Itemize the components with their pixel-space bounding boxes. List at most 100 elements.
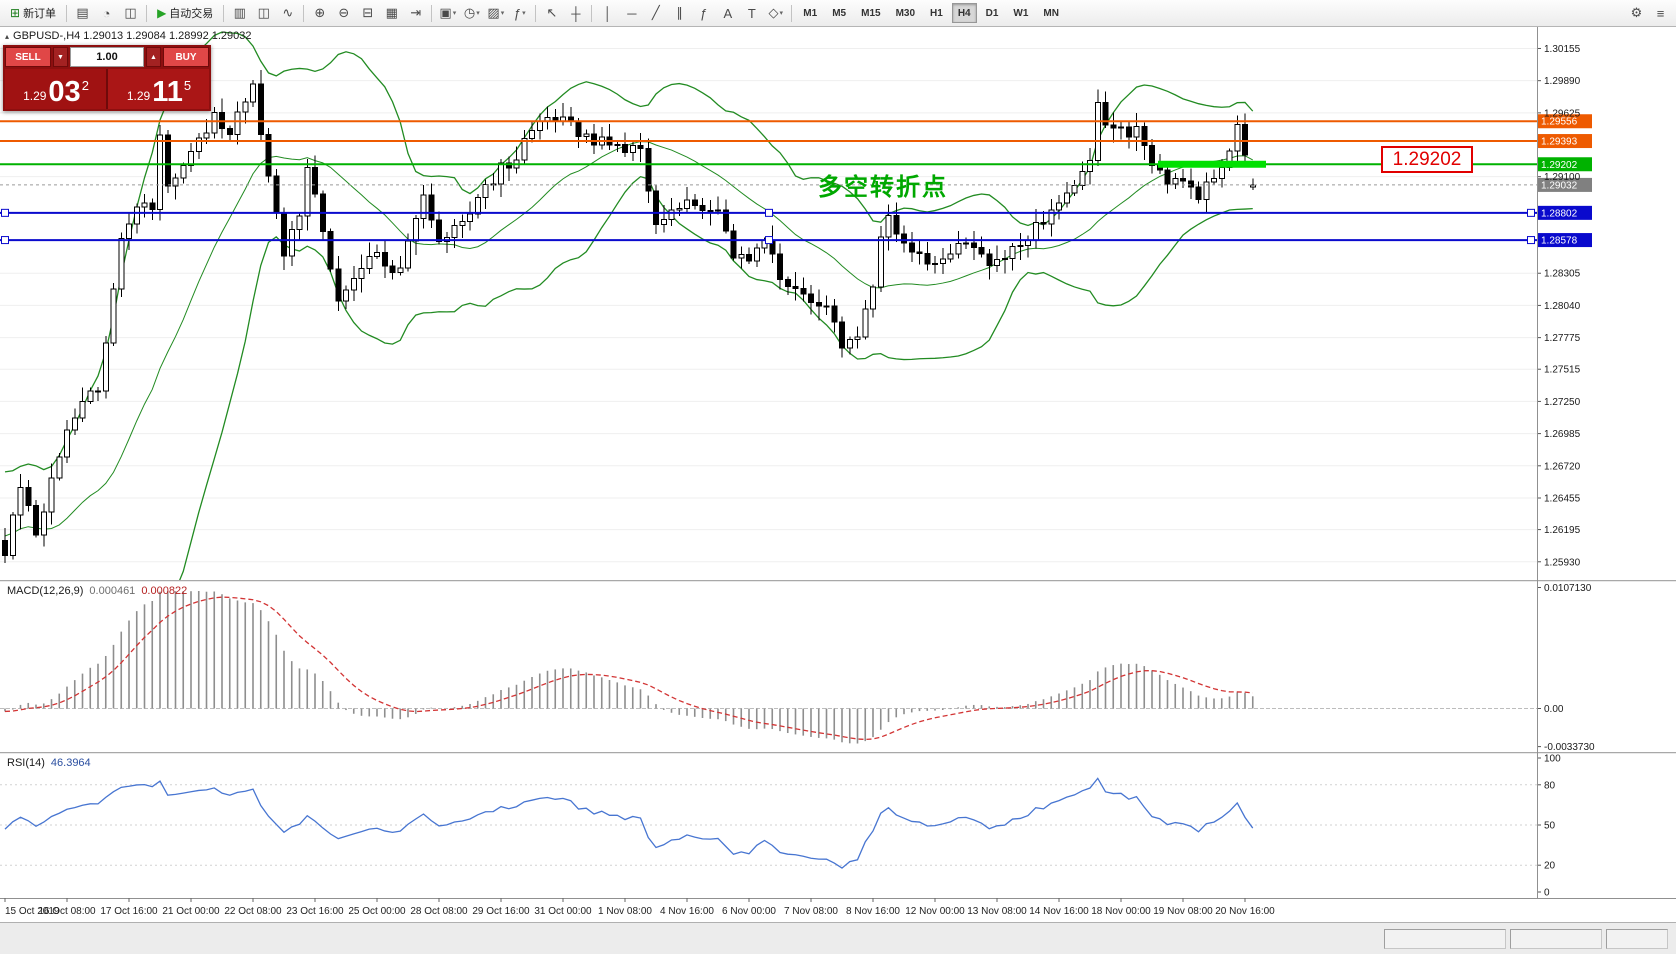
fibonacci-icon[interactable]: ƒ xyxy=(700,5,708,21)
timeframe-m5[interactable]: M5 xyxy=(832,7,847,19)
price-axis-tick: 1.26455 xyxy=(1544,493,1581,504)
price-axis-tick: 1.26195 xyxy=(1544,525,1581,536)
toolbar-separator xyxy=(66,4,68,22)
line-handle[interactable] xyxy=(1,236,9,245)
tile-windows-icon[interactable]: ⊟ xyxy=(362,5,374,20)
dropdown-icon[interactable]: ▾ xyxy=(476,10,480,17)
shapes-icon[interactable]: ◇ ▾ xyxy=(768,5,784,20)
sell-price-big: 03 xyxy=(48,75,81,108)
macd-plot xyxy=(0,591,1537,744)
time-axis-label: 4 Nov 16:00 xyxy=(660,906,714,917)
dropdown-icon[interactable]: ▾ xyxy=(522,10,526,17)
crosshair-icon[interactable]: ┼ xyxy=(571,5,581,21)
time-axis-label: 25 Oct 00:00 xyxy=(348,906,406,917)
market-watch-icon[interactable]: ◔ xyxy=(102,5,111,21)
time-axis-label: 15 Oct 2019 xyxy=(5,906,60,917)
sell-button[interactable]: SELL xyxy=(5,47,51,67)
zoom-out-icon[interactable]: ⊖ xyxy=(338,5,350,20)
indicators-icon[interactable]: ƒ ▾ xyxy=(513,5,526,21)
label-icon[interactable]: T xyxy=(747,5,756,21)
line-handle[interactable] xyxy=(1,208,9,217)
time-axis-label: 18 Nov 00:00 xyxy=(1091,906,1151,917)
current-price-text: 1.29032 xyxy=(1541,180,1578,191)
price-tag-text: 1.28578 xyxy=(1541,236,1578,247)
line-handle[interactable] xyxy=(765,236,773,245)
profiles-icon[interactable]: ▤ xyxy=(76,5,89,20)
time-axis-label: 23 Oct 16:00 xyxy=(286,906,344,917)
macd-axis-tick: 0.00 xyxy=(1544,704,1564,715)
chart-shift-icon[interactable]: ⇥ xyxy=(410,5,422,20)
time-axis-label: 7 Nov 08:00 xyxy=(784,906,838,917)
buy-button[interactable]: BUY xyxy=(163,47,209,67)
time-axis-label: 12 Nov 00:00 xyxy=(905,906,965,917)
toolbar-separator xyxy=(146,4,148,22)
timeframe-mn[interactable]: MN xyxy=(1043,7,1059,19)
zoom-in-icon[interactable]: ⊕ xyxy=(314,5,326,20)
price-tag xyxy=(1538,134,1592,149)
rsi-value: 46.3964 xyxy=(50,757,91,769)
timeframe-m30[interactable]: M30 xyxy=(895,7,916,19)
status-cell xyxy=(1510,928,1602,949)
buy-price-display[interactable]: 1.29 11 5 xyxy=(108,69,209,109)
price-axis-tick: 1.27250 xyxy=(1544,397,1581,408)
new-order-button[interactable]: ⊞ 新订单 xyxy=(4,2,62,25)
trendline-icon[interactable]: ╱ xyxy=(651,5,660,20)
toolbar-separator xyxy=(431,4,433,22)
time-axis-label: 13 Nov 08:00 xyxy=(967,906,1027,917)
horizontal-line-icon[interactable]: ─ xyxy=(627,5,637,21)
dropdown-icon[interactable]: ▾ xyxy=(500,10,505,17)
current-price-tag xyxy=(1538,177,1592,192)
volume-increase-button[interactable]: ▲ xyxy=(146,47,161,67)
vertical-line-icon[interactable]: │ xyxy=(603,5,612,21)
line-chart-icon[interactable]: ∿ xyxy=(282,5,294,20)
rsi-plot xyxy=(0,777,1537,869)
price-callout-label[interactable]: 1.29202 xyxy=(1381,146,1473,173)
chart-annotation-text[interactable]: 多空转折点 xyxy=(818,174,948,201)
rsi-axis-tick: 20 xyxy=(1544,861,1556,872)
timeframe-h1[interactable]: H1 xyxy=(930,7,943,19)
channel-icon[interactable]: ∥ xyxy=(676,5,684,20)
line-handle[interactable] xyxy=(1527,236,1535,245)
toolbar-separator xyxy=(791,4,793,22)
templates-icon[interactable]: ▨ ▾ xyxy=(487,5,505,20)
timeframe-m1[interactable]: M1 xyxy=(803,7,818,19)
periods-icon[interactable]: ◷ ▾ xyxy=(463,5,480,20)
new-chart-icon[interactable]: ▣ ▾ xyxy=(439,5,457,20)
new-order-button-label: 新订单 xyxy=(23,8,57,20)
symbol-marker-icon: ▴ xyxy=(5,31,10,41)
dropdown-icon[interactable]: ▾ xyxy=(452,10,457,17)
timeframe-w1[interactable]: W1 xyxy=(1013,7,1029,19)
autotrading-icon: ▶ xyxy=(157,6,167,20)
navigator-icon[interactable]: ◫ xyxy=(124,5,137,20)
price-axis-tick: 1.27775 xyxy=(1544,333,1581,344)
volume-input[interactable] xyxy=(70,47,144,67)
autotrading-button[interactable]: ▶ 自动交易 xyxy=(151,2,219,25)
price-tag xyxy=(1538,205,1592,220)
volume-decrease-button[interactable]: ▼ xyxy=(53,47,68,67)
sell-price-display[interactable]: 1.29 03 2 xyxy=(5,69,106,109)
bar-chart-icon[interactable]: ▥ xyxy=(233,5,246,20)
chart-settings-icon[interactable]: ⚙ xyxy=(1630,5,1643,20)
chart-ohlc-title: ▴ GBPUSD-,H4 1.29013 1.29084 1.28992 1.2… xyxy=(5,30,252,42)
timeframe-m15[interactable]: M15 xyxy=(861,7,881,19)
cursor-icon[interactable]: ↖ xyxy=(546,5,558,20)
time-axis-label: 21 Oct 00:00 xyxy=(162,906,220,917)
more-icon[interactable]: ≡ xyxy=(1656,5,1665,21)
line-handle[interactable] xyxy=(765,208,773,217)
rsi-axis-tick: 50 xyxy=(1544,821,1556,832)
time-axis-label: 16 Oct 08:00 xyxy=(38,906,96,917)
timeframe-h4[interactable]: H4 xyxy=(951,3,977,23)
line-handle[interactable] xyxy=(1527,208,1535,217)
text-icon[interactable]: A xyxy=(723,5,733,21)
toolbar-separator xyxy=(535,4,537,22)
time-axis-label: 22 Oct 08:00 xyxy=(224,906,282,917)
auto-arrange-icon[interactable]: ▦ xyxy=(385,5,398,20)
rsi-indicator-label: RSI(14) 46.3964 xyxy=(7,757,91,769)
price-axis-tick: 1.29100 xyxy=(1544,172,1581,183)
dropdown-icon[interactable]: ▾ xyxy=(779,10,784,17)
timeframe-d1[interactable]: D1 xyxy=(985,7,999,19)
rsi-axis-tick: 100 xyxy=(1544,754,1561,765)
candlestick-chart-icon[interactable]: ◫ xyxy=(257,5,270,20)
